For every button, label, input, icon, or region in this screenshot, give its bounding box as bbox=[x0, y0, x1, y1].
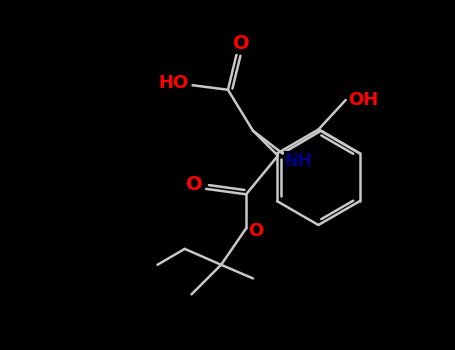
Text: O: O bbox=[233, 34, 250, 53]
Text: O: O bbox=[248, 222, 264, 240]
Text: NH: NH bbox=[284, 152, 312, 170]
Text: HO: HO bbox=[158, 74, 188, 92]
Text: O: O bbox=[187, 175, 203, 194]
Text: OH: OH bbox=[348, 91, 378, 109]
